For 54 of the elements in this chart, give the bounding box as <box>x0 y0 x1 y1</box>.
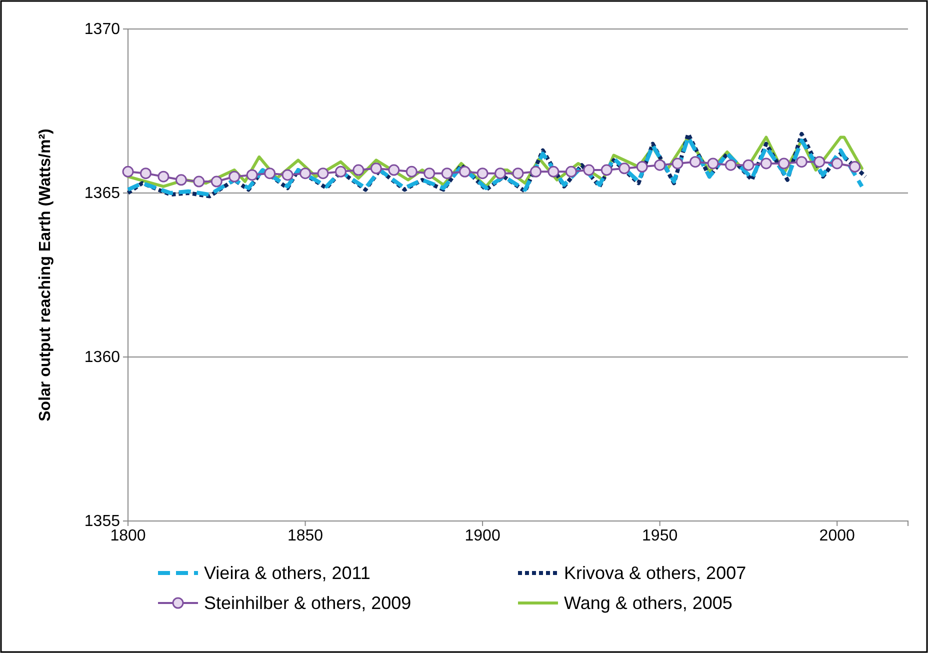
point <box>760 158 772 170</box>
point <box>707 158 719 170</box>
point <box>636 161 648 173</box>
point <box>565 166 577 178</box>
point <box>210 176 222 188</box>
point <box>158 170 170 182</box>
point <box>583 164 595 176</box>
point <box>476 168 488 180</box>
point <box>334 166 346 178</box>
point <box>140 168 152 180</box>
point <box>424 168 436 180</box>
point <box>406 166 418 178</box>
point <box>370 162 382 174</box>
legend-label: Krivova & others, 2007 <box>564 563 746 583</box>
x-tick-label: 1900 <box>464 527 500 544</box>
y-tick-label: 1360 <box>84 349 120 366</box>
legend-label: Steinhilber & others, 2009 <box>204 593 412 613</box>
point <box>849 161 861 173</box>
point <box>317 168 329 180</box>
x-tick-label: 1950 <box>642 527 678 544</box>
point <box>193 176 205 188</box>
point <box>122 166 134 178</box>
legend-label: Vieira & others, 2011 <box>204 563 370 583</box>
point <box>814 156 826 168</box>
point <box>228 170 240 182</box>
point <box>530 166 542 178</box>
y-axis-title: Solar output reaching Earth (Watts/m²) <box>37 128 54 422</box>
x-tick-label: 1850 <box>287 527 324 544</box>
point <box>690 156 702 168</box>
point <box>600 164 612 176</box>
point <box>548 166 560 178</box>
point <box>264 168 276 180</box>
point <box>494 168 506 180</box>
point <box>459 166 471 178</box>
point <box>672 158 684 170</box>
point <box>512 168 524 180</box>
point <box>441 168 453 180</box>
y-tick-label: 1365 <box>84 185 120 202</box>
point <box>352 164 364 176</box>
point <box>618 162 630 174</box>
point <box>724 159 736 171</box>
point <box>742 159 754 171</box>
point <box>300 168 312 180</box>
point <box>831 158 843 170</box>
x-tick-label: 2000 <box>819 527 855 544</box>
point <box>175 174 187 186</box>
point <box>778 158 790 170</box>
point <box>282 169 294 181</box>
point <box>796 156 808 168</box>
point <box>246 169 258 181</box>
point <box>388 164 400 176</box>
point <box>654 159 666 171</box>
y-tick-label: 1370 <box>84 21 120 38</box>
legend-label: Wang & others, 2005 <box>564 593 732 613</box>
